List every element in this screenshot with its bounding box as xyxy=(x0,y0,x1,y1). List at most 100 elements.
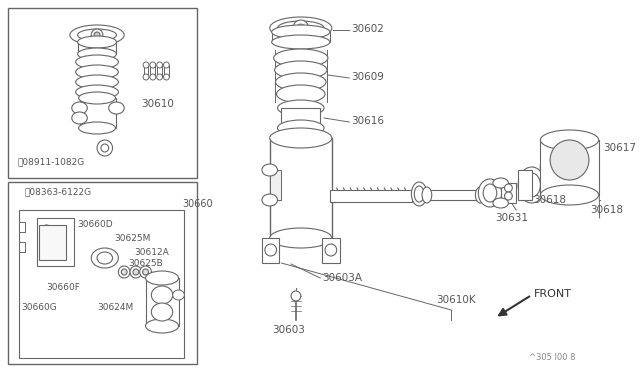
Bar xyxy=(157,65,162,77)
Text: 30610: 30610 xyxy=(141,99,175,109)
Ellipse shape xyxy=(540,133,598,203)
Bar xyxy=(540,140,598,195)
Bar xyxy=(330,190,412,202)
Circle shape xyxy=(293,20,308,36)
Bar xyxy=(275,48,327,102)
Ellipse shape xyxy=(550,140,589,180)
Ellipse shape xyxy=(269,228,332,248)
Ellipse shape xyxy=(157,74,163,80)
Ellipse shape xyxy=(151,303,173,321)
Text: FRONT: FRONT xyxy=(534,289,572,299)
Ellipse shape xyxy=(276,73,326,91)
Ellipse shape xyxy=(79,92,115,104)
Ellipse shape xyxy=(76,85,118,99)
Text: Ⓝ08363-6122G: Ⓝ08363-6122G xyxy=(24,187,92,196)
Ellipse shape xyxy=(275,61,327,79)
Circle shape xyxy=(504,184,512,192)
Bar xyxy=(8,182,197,364)
Ellipse shape xyxy=(540,130,598,150)
Bar xyxy=(8,8,197,178)
Bar xyxy=(77,42,116,54)
Text: 30603: 30603 xyxy=(271,325,305,335)
Ellipse shape xyxy=(518,167,545,203)
Circle shape xyxy=(130,266,141,278)
Ellipse shape xyxy=(79,122,115,134)
Circle shape xyxy=(325,244,337,256)
Ellipse shape xyxy=(276,85,325,103)
Text: 30625M: 30625M xyxy=(115,234,151,243)
Circle shape xyxy=(133,269,139,275)
Bar xyxy=(143,65,148,77)
Ellipse shape xyxy=(157,62,163,68)
Circle shape xyxy=(92,29,103,41)
Bar xyxy=(262,238,280,263)
Ellipse shape xyxy=(540,185,598,205)
Ellipse shape xyxy=(76,55,118,69)
Ellipse shape xyxy=(412,182,427,206)
Ellipse shape xyxy=(92,248,118,268)
Ellipse shape xyxy=(109,102,124,114)
Text: 30660: 30660 xyxy=(182,199,213,209)
Bar xyxy=(76,55,118,99)
Ellipse shape xyxy=(77,29,116,41)
Text: ⓝ08911-1082G: ⓝ08911-1082G xyxy=(17,157,84,167)
Ellipse shape xyxy=(143,74,149,80)
Circle shape xyxy=(42,249,51,259)
Ellipse shape xyxy=(422,187,432,203)
Ellipse shape xyxy=(150,62,156,68)
Text: 30618: 30618 xyxy=(590,205,623,215)
Ellipse shape xyxy=(278,21,324,35)
Bar xyxy=(500,183,516,203)
Ellipse shape xyxy=(173,290,184,300)
Text: 30625B: 30625B xyxy=(128,260,163,269)
Ellipse shape xyxy=(163,74,170,80)
Ellipse shape xyxy=(262,194,278,206)
Ellipse shape xyxy=(476,187,485,203)
Ellipse shape xyxy=(143,62,149,68)
Ellipse shape xyxy=(271,25,330,39)
Bar xyxy=(39,225,66,260)
Bar xyxy=(518,170,532,200)
Circle shape xyxy=(143,269,148,275)
Ellipse shape xyxy=(76,65,118,79)
Ellipse shape xyxy=(278,100,324,116)
Ellipse shape xyxy=(77,48,116,60)
Text: 30603A: 30603A xyxy=(322,273,362,283)
Bar xyxy=(145,278,179,326)
Circle shape xyxy=(101,144,109,152)
Bar xyxy=(37,218,74,266)
Bar xyxy=(19,210,184,358)
Text: 30612A: 30612A xyxy=(134,247,169,257)
Ellipse shape xyxy=(262,164,278,176)
Ellipse shape xyxy=(269,17,332,39)
Circle shape xyxy=(140,266,151,278)
Text: 30660F: 30660F xyxy=(47,283,81,292)
Circle shape xyxy=(265,244,276,256)
Circle shape xyxy=(297,24,305,32)
Text: 30617: 30617 xyxy=(604,143,637,153)
Text: ^305 I00 8: ^305 I00 8 xyxy=(529,353,575,362)
Ellipse shape xyxy=(151,286,173,304)
Ellipse shape xyxy=(145,271,179,285)
Ellipse shape xyxy=(278,120,324,136)
Ellipse shape xyxy=(523,173,540,197)
Ellipse shape xyxy=(478,179,502,207)
Circle shape xyxy=(121,269,127,275)
Ellipse shape xyxy=(72,112,87,124)
Bar xyxy=(19,242,25,252)
Circle shape xyxy=(504,192,512,200)
Text: 30610K: 30610K xyxy=(436,295,476,305)
Bar xyxy=(79,98,116,128)
Ellipse shape xyxy=(493,198,508,208)
Bar xyxy=(164,65,169,77)
Bar xyxy=(150,65,156,77)
Bar xyxy=(427,190,480,200)
Ellipse shape xyxy=(150,74,156,80)
Bar xyxy=(282,108,320,128)
Circle shape xyxy=(94,32,100,38)
Circle shape xyxy=(118,266,130,278)
Circle shape xyxy=(97,140,113,156)
Text: 30660D: 30660D xyxy=(77,219,113,228)
Ellipse shape xyxy=(414,186,424,202)
Text: 30609: 30609 xyxy=(351,72,384,82)
